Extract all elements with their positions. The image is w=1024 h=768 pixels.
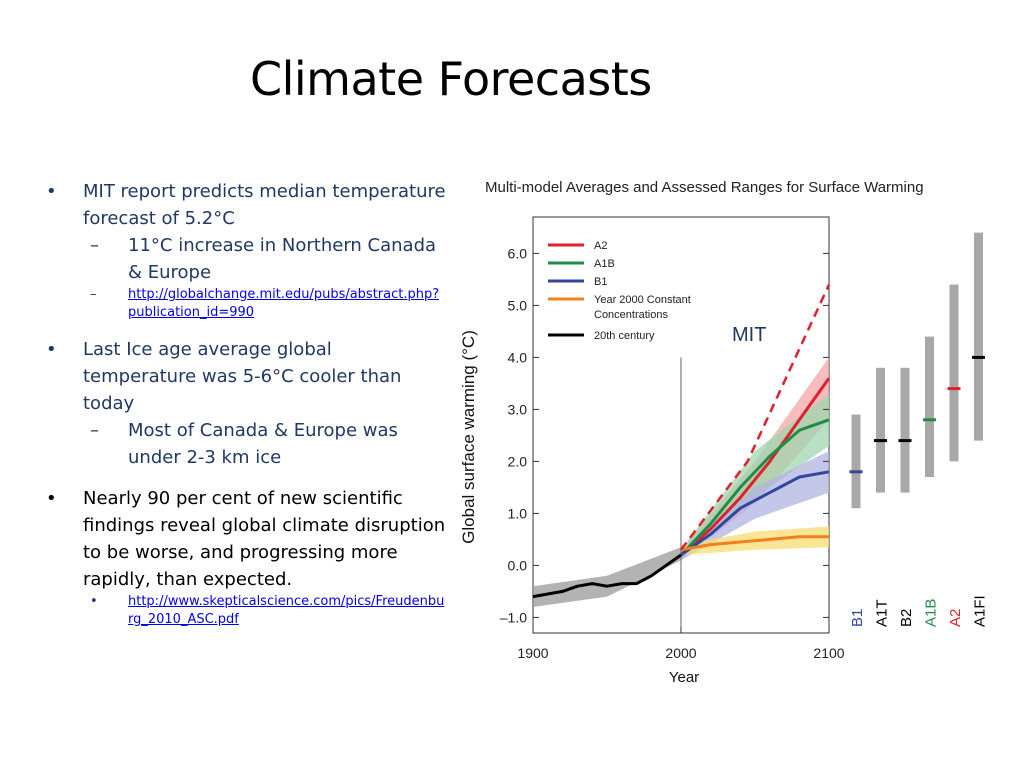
range-bar-a1b: [925, 336, 934, 477]
series-line-a2: [680, 377, 831, 557]
bullet-mit-report: MIT report predicts median temperature f…: [46, 178, 446, 232]
band-20th-century: [533, 547, 681, 607]
sub-bullet-ice-cover: – Most of Canada & Europe was under 2-3 …: [46, 417, 446, 471]
y-tick-label: 2.0: [508, 453, 528, 469]
band-b1: [681, 451, 829, 561]
bullet-list: MIT report predicts median temperature f…: [46, 178, 446, 629]
y-tick-label: 0.0: [508, 557, 528, 573]
range-label-a1b: A1B: [923, 599, 940, 627]
y-tick-label: 4.0: [508, 349, 528, 365]
range-label-a2: A2: [947, 609, 964, 627]
y-tick-label: 5.0: [508, 297, 528, 313]
x-tick-label: 2000: [665, 645, 696, 661]
sub-bullet-skeptical-link: • http://www.skepticalscience.com/pics/F…: [46, 593, 446, 629]
dash-marker: –: [90, 287, 97, 302]
bullet-scientific-findings: Nearly 90 per cent of new scientific fin…: [46, 485, 446, 593]
range-label-b2: B2: [898, 609, 915, 627]
range-bar-a1t: [876, 367, 885, 493]
sub-bullet-text: 11°C increase in Northern Canada & Europ…: [128, 235, 437, 283]
range-label-b1: B1: [849, 609, 866, 627]
series-line-20th-century: [532, 553, 682, 599]
series-line-year-2000-constant-concentrations: [680, 535, 829, 552]
y-tick-label: –1.0: [500, 609, 527, 625]
y-tick-label: 3.0: [508, 401, 528, 417]
legend-label-b1: B1: [594, 276, 607, 288]
x-axis-label: Year: [669, 669, 699, 686]
y-axis-label: Global surface warming (°C): [459, 330, 478, 544]
series-line-b1: [680, 470, 830, 557]
chart-title: Multi-model Averages and Assessed Ranges…: [485, 179, 924, 196]
mit-publication-link[interactable]: http://globalchange.mit.edu/pubs/abstrac…: [128, 287, 440, 320]
series-line-a1b: [679, 418, 830, 557]
legend-label-20th-century: 20th century: [594, 330, 655, 342]
dash-marker: –: [90, 420, 99, 441]
range-bar-b1: [851, 414, 861, 509]
series-line-mit: [680, 284, 831, 551]
bullet-ice-age: Last Ice age average global temperature …: [46, 336, 446, 417]
y-tick-label: 6.0: [508, 245, 528, 261]
x-tick-label: 1900: [517, 645, 548, 661]
slide-title: Climate Forecasts: [250, 52, 652, 106]
range-bar-b2: [900, 367, 910, 493]
legend-label-a1b: A1B: [594, 258, 615, 270]
legend-label-year-2000-constant-concentrations: Year 2000 Constant Concentrations: [594, 294, 691, 321]
range-bar-a1fi: [974, 232, 983, 441]
bullet-marker: •: [90, 594, 98, 609]
range-label-a1t: A1T: [874, 599, 891, 627]
sub-bullet-canada-europe: – 11°C increase in Northern Canada & Eur…: [46, 232, 446, 286]
sub-bullet-mit-link: – http://globalchange.mit.edu/pubs/abstr…: [46, 286, 446, 322]
range-label-a1fi: A1FI: [972, 595, 989, 627]
mit-annotation: MIT: [732, 324, 766, 346]
x-tick-label: 2100: [813, 645, 844, 661]
legend-label-a2: A2: [594, 240, 607, 252]
dash-marker: –: [90, 235, 99, 256]
sub-bullet-text: Most of Canada & Europe was under 2-3 km…: [128, 420, 398, 468]
skepticalscience-link[interactable]: http://www.skepticalscience.com/pics/Fre…: [128, 594, 445, 627]
range-bar-a2: [949, 284, 959, 462]
y-tick-label: 1.0: [508, 505, 528, 521]
